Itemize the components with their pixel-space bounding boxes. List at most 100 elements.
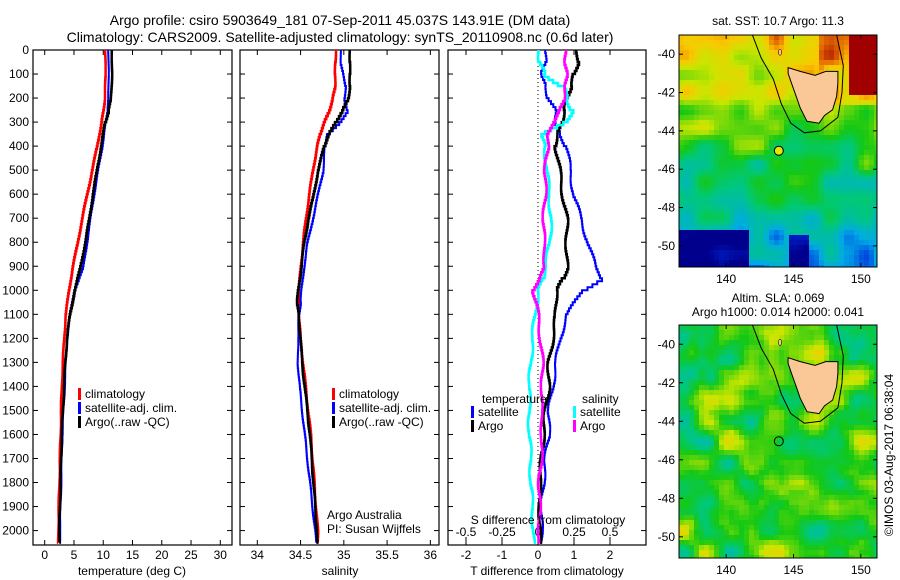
map-cell [819,350,824,355]
map-cell [679,220,684,225]
tasmania-landmass [787,66,839,124]
map-cell [864,115,869,120]
map-cell [679,255,684,260]
map-cell [854,440,859,445]
map-cell [829,45,834,50]
map-cell [814,125,819,130]
map-cell [874,375,877,380]
s-tick-label: -0.25 [488,525,516,539]
map-cell [874,325,877,330]
map-cell [709,525,714,530]
map-cell [834,170,839,175]
map-cell [829,475,834,480]
legend-swatch [573,420,576,432]
map-cell [789,180,794,185]
map-cell [794,195,799,200]
map-cell [869,420,874,425]
map-cell [809,510,814,515]
map-cell [824,55,829,60]
map-cell [744,110,749,115]
map-cell [824,175,829,180]
map-cell [819,155,824,160]
map-cell [694,330,699,335]
map-cell [839,135,844,140]
map-cell [839,545,844,550]
map-cell [734,440,739,445]
map-cell [714,465,719,470]
map-cell [799,220,804,225]
map-cell [864,105,869,110]
map-cell [714,525,719,530]
map-cell [714,425,719,430]
map-cell [764,45,769,50]
map-cell [764,175,769,180]
map-cell [739,220,744,225]
map-cell [774,520,779,525]
map-cell [869,265,874,267]
map-cell [859,95,864,100]
map-cell [759,155,764,160]
map-cell [839,65,844,70]
map-cell [779,55,784,60]
map-cell [689,470,694,475]
map-cell [679,550,684,555]
map-cell [684,125,689,130]
map-cell [724,455,729,460]
map-cell [724,375,729,380]
map-cell [859,415,864,420]
map-cell [874,255,877,260]
map-cell [769,265,774,267]
map-cell [819,185,824,190]
map-cell [819,40,824,45]
y-tick-label: 500 [9,163,29,177]
map-cell [804,240,809,245]
map-cell [709,170,714,175]
map-cell [744,175,749,180]
map-cell [759,140,764,145]
map-cell [714,420,719,425]
map-cell [724,370,729,375]
map-cell [774,95,779,100]
map-cell [739,235,744,240]
map-cell [754,370,759,375]
map-cell [789,100,794,105]
map-cell [759,170,764,175]
map-cell [709,500,714,505]
map-cell [839,475,844,480]
map-cell [754,260,759,265]
map-cell [784,140,789,145]
map-cell [754,515,759,520]
map-cell [864,130,869,135]
map-cell [849,400,854,405]
map-cell [814,520,819,525]
map-cell [779,540,784,545]
map-cell [829,225,834,230]
x-tick-label: 34.5 [289,548,313,562]
map-cell [684,475,689,480]
map-cell [754,40,759,45]
map-cell [849,410,854,415]
map-cell [689,490,694,495]
map-cell [829,65,834,70]
map-cell [759,330,764,335]
map-cell [839,330,844,335]
map-cell [769,60,774,65]
map-cell [839,220,844,225]
map-cell [759,240,764,245]
map-cell [799,355,804,360]
map-cell [684,35,689,40]
map-cell [709,425,714,430]
map-cell [844,230,849,235]
map-cell [799,55,804,60]
map-cell [769,460,774,465]
map-cell [729,445,734,450]
map-cell [699,540,704,545]
map-cell [854,200,859,205]
map-cell [694,135,699,140]
map-cell [679,85,684,90]
map-cell [689,535,694,540]
map-cell [774,90,779,95]
map-cell [844,435,849,440]
map-cell [734,540,739,545]
map-cell [684,130,689,135]
